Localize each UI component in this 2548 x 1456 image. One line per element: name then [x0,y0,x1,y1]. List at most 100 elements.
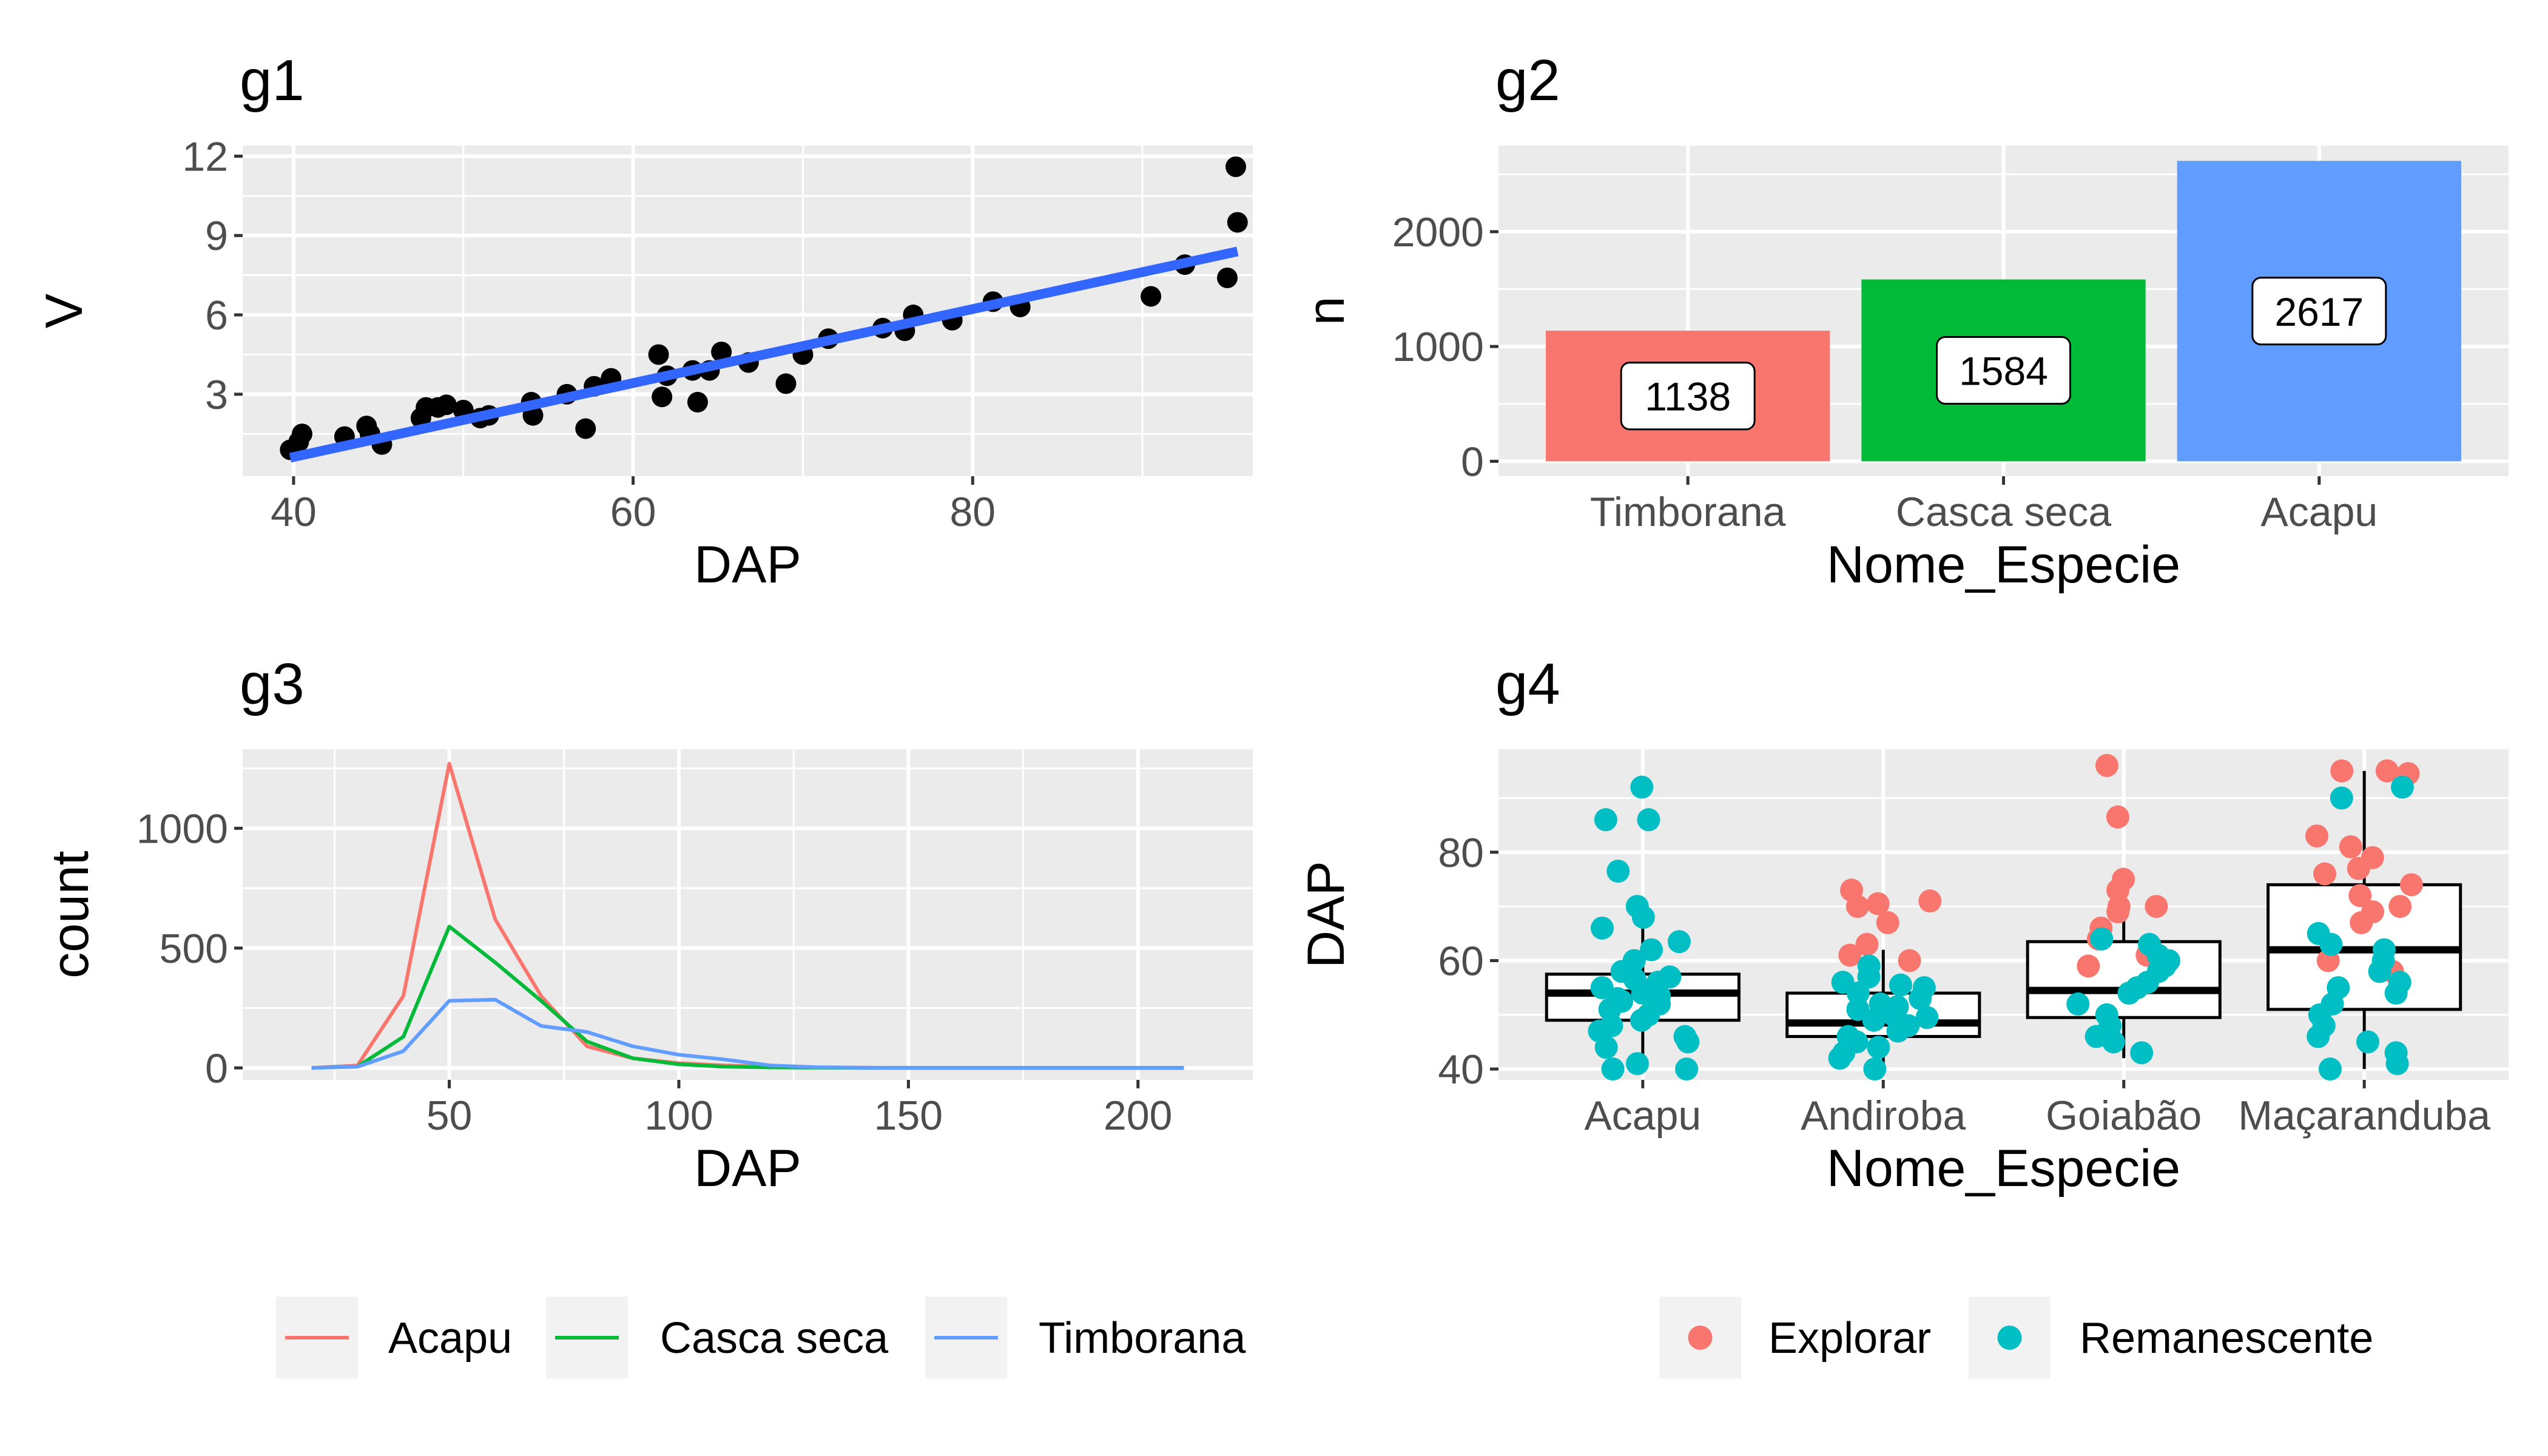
g4-data-point [1845,895,1869,918]
g4-legend-label: Remanescente [2080,1314,2373,1363]
g4-y-tick-label: 60 [1438,938,1484,984]
g4-data-point [1675,1057,1699,1081]
g4-data-point [2384,982,2408,1005]
g3-x-tick-label: 150 [874,1093,943,1139]
g2-x-tick-label: Timborana [1590,489,1786,535]
g2-x-tick-label: Casca seca [1896,489,2111,535]
g2-title: g2 [1495,48,1560,113]
g4-data-point [1630,1008,1653,1032]
g4-data-point [2375,759,2399,783]
g4-x-tick-label: Andiroba [1801,1093,1966,1139]
g4-data-point [1863,1057,1887,1081]
g1-data-point [652,386,673,408]
g4-data-point [2368,960,2391,983]
g4-x-tick-label: Maçaranduba [2238,1093,2490,1139]
g2-data-label: 1138 [1645,374,1731,419]
g1-title: g1 [240,48,305,113]
g1-fit-line [289,246,1239,463]
g4-y-tick-label: 80 [1438,830,1484,876]
g4-data-point [1855,932,1879,956]
g2-data-label: 1584 [1959,349,2048,394]
g4-x-tick-label: Acapu [1584,1093,1701,1139]
g4-data-point [2095,753,2118,777]
g1-y-tick-label: 3 [205,372,228,418]
g3-y-tick-label: 1000 [136,806,228,852]
g4-legend-swatch [1997,1326,2022,1350]
g4-data-point [2077,954,2100,978]
g4-data-point [1631,905,1655,929]
g1-data-point [648,344,669,365]
g3-y-tick-label: 500 [160,926,228,972]
g4-data-point [2066,992,2090,1016]
g4-data-point [1637,808,1660,832]
g2-y-tick-label: 0 [1461,439,1484,485]
g4-data-point [1866,892,1890,915]
g1-data-point [775,373,797,394]
g4-data-point [2305,824,2328,848]
g4-y-tick-label: 40 [1438,1046,1484,1093]
g4-data-point [1838,943,1862,967]
g3-panel-background [243,749,1253,1080]
g4-data-point [1667,930,1691,954]
g4-data-point [2319,932,2343,956]
g4-data-point [2130,1041,2154,1065]
g4-x-tick-label: Goiabão [2046,1093,2202,1139]
g4-legend-label: Explorar [1768,1314,1931,1363]
g2-data-label-box [2251,277,2387,346]
g4-data-point [1676,1030,1700,1054]
g1-data-point [711,342,732,363]
g2-x-axis-label: Nome_Especie [1827,536,2180,594]
g4-data-point [2399,873,2423,897]
g4-data-point [1886,1019,1910,1043]
g2-y-tick-label: 1000 [1392,324,1484,370]
g1-data-point [291,423,312,445]
g4-x-axis-label: Nome_Especie [1827,1139,2180,1198]
g4-data-point [2348,884,2372,908]
g3-y-axis-label: count [41,851,99,978]
g4-data-point [1591,916,1614,940]
g1-data-point [1227,212,1248,233]
g2-data-label-box [1936,336,2071,405]
g4-data-point [1594,808,1617,832]
g4-data-point [1828,1046,1852,1070]
g4-data-point [2117,982,2141,1005]
g4-legend-swatch [1688,1326,1713,1350]
g4-data-point [1857,965,1881,989]
g1-x-axis-label: DAP [694,536,801,594]
g3-title: g3 [240,652,305,716]
g4-data-point [2101,1030,2125,1054]
g4-data-point [2388,895,2412,918]
g3-legend-label: Casca seca [660,1314,889,1363]
g4-data-point [2356,1030,2380,1054]
g4-data-point [1846,982,1870,1005]
g4-data-point [1610,989,1634,1013]
g4-data-point [2350,911,2373,934]
g4-data-point [1886,995,1909,1019]
g4-data-point [2347,857,2370,880]
g3-legend-label: Timborana [1039,1314,1246,1363]
g1-x-tick-label: 40 [271,489,317,535]
g3-y-tick-label: 0 [205,1045,228,1091]
g1-y-tick-label: 12 [182,133,228,180]
g4-data-point [1889,973,1912,997]
g4-data-point [1915,1006,1939,1030]
g4-data-point [1594,1036,1618,1059]
g1-data-point [1225,156,1247,177]
g1-data-point [1141,286,1162,307]
g2-y-tick-label: 2000 [1392,209,1484,255]
g1-data-point [1217,268,1238,288]
g4-data-point [1640,938,1663,962]
g1-panel-background [243,146,1253,476]
g4-data-point [2090,927,2114,951]
g4-box [2026,940,2222,1019]
g4-data-point [1918,889,1942,913]
g4-data-point [1867,1036,1890,1059]
g2-y-axis-label: n [1297,297,1355,326]
g4-data-point [1876,911,1899,934]
g1-data-point [575,418,596,439]
g1-x-tick-label: 80 [949,489,996,535]
g3-legend-label: Acapu [388,1314,512,1363]
g4-data-point [2330,786,2353,810]
g4-data-point [1862,1008,1886,1032]
